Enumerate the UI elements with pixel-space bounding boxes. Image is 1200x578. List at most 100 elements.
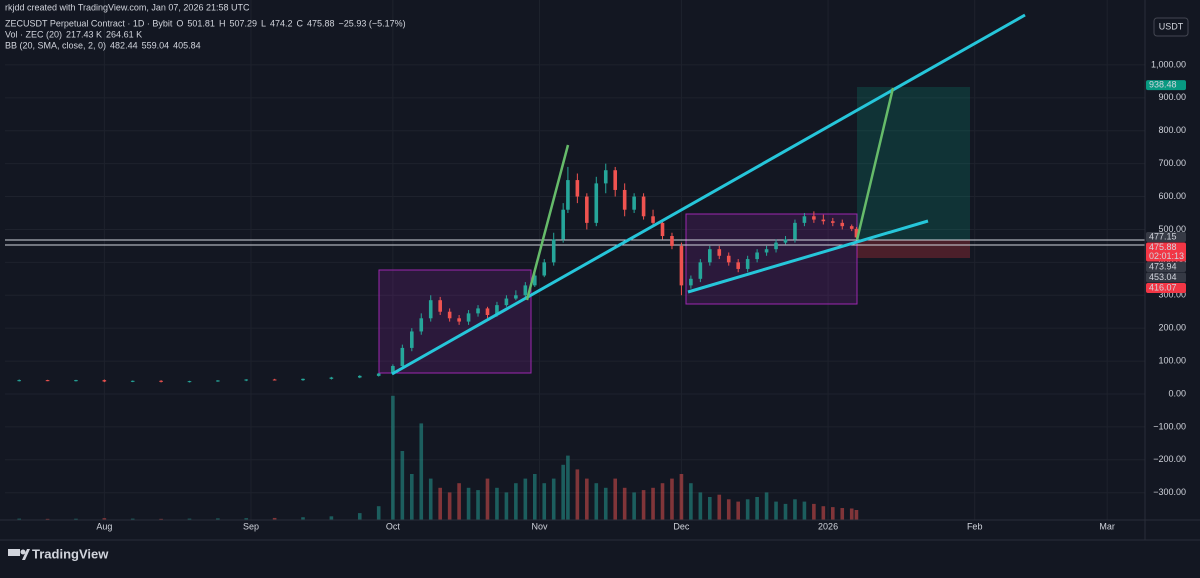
brand-logo (8, 549, 30, 560)
volume-bar (438, 487, 442, 520)
volume-bar (774, 501, 778, 520)
volume-bar (400, 451, 405, 520)
volume-bar (641, 490, 646, 520)
y-tick-label: 900.00 (1158, 92, 1186, 102)
candle-body (244, 379, 249, 381)
candle-body (849, 226, 854, 229)
candle-body (622, 189, 627, 210)
y-tick-label: 400.00 (1158, 257, 1186, 267)
candle-body (457, 318, 461, 322)
candle-body (466, 313, 471, 322)
volume-bar (357, 513, 362, 520)
candle-body (400, 347, 405, 367)
candle-body (821, 219, 826, 222)
candle-body (594, 183, 599, 223)
price-tag (1146, 242, 1186, 262)
volume-bar (74, 518, 78, 520)
x-tick-label: Mar (1099, 521, 1115, 531)
candle-body (447, 311, 452, 319)
legend-text: BB (20, SMA, close, 2, 0) (5, 40, 106, 50)
candle-body (755, 252, 759, 260)
candle-body (504, 298, 509, 306)
volume-bar (594, 483, 599, 520)
volume-bar (376, 506, 381, 520)
volume-bar (689, 483, 693, 520)
x-tick-label: Nov (532, 521, 549, 531)
y-tick-label: −100.00 (1153, 421, 1186, 431)
candle-body (17, 380, 21, 382)
legend-text: 501.81 (187, 18, 215, 28)
candle-body (485, 308, 490, 316)
volume-bar (660, 483, 665, 520)
price-tag-label: 453.04 (1149, 272, 1177, 282)
volume-bar (603, 487, 608, 520)
legend-text: 217.43 K (66, 29, 102, 39)
volume-pane (17, 395, 859, 520)
candle-body (216, 380, 220, 382)
legend-text: 507.29 (229, 18, 257, 28)
volume-bar (102, 518, 107, 520)
volume-bar (755, 497, 759, 520)
axes: 1,000.00 900.00 800.00 700.00 600.00 500.00 40… (96, 59, 1186, 531)
legend-text: −25.93 (−5.17%) (339, 18, 406, 28)
credit: rkjdd created with TradingView.com, Jan … (5, 2, 250, 12)
y-tick-label: 100.00 (1158, 355, 1186, 365)
candle-body (495, 305, 499, 316)
volume-bar (575, 469, 580, 520)
candle-body (708, 249, 712, 263)
volume-bar (585, 478, 589, 520)
grid (5, 0, 1145, 520)
volume-bar (419, 423, 424, 520)
x-tick-label: Feb (967, 521, 983, 531)
legend-text: ZECUSDT Perpetual Contract · 1D · Bybit (5, 18, 173, 28)
candle-body (187, 381, 192, 383)
volume-bar (670, 478, 674, 520)
volume-bar (514, 483, 518, 520)
volume-bar (45, 518, 50, 520)
candle-body (410, 331, 414, 348)
currency-button[interactable] (1153, 17, 1189, 37)
range-box (378, 269, 532, 374)
candle-body (272, 379, 277, 381)
volume-bar (854, 509, 859, 520)
candle-body (391, 366, 395, 374)
y-tick-label: 700.00 (1158, 158, 1186, 168)
legend-text: H (219, 18, 226, 28)
volume-bar (187, 518, 192, 520)
candle-body (438, 300, 442, 312)
projection-line (855, 87, 895, 241)
price-tag-label: 477.15 (1149, 231, 1177, 241)
candle-body (102, 380, 107, 382)
candle-body (603, 170, 608, 184)
price-tag (1146, 261, 1186, 272)
candle-body (476, 308, 480, 314)
volume-bar (717, 494, 722, 520)
volume-bar (329, 516, 334, 520)
candle-body (783, 239, 788, 243)
volume-bar (272, 517, 277, 520)
candle-body (561, 209, 565, 240)
candle-body (726, 255, 731, 263)
y-tick-label: −300.00 (1153, 487, 1186, 497)
volume-bar (708, 497, 712, 520)
price-tag (1146, 272, 1186, 283)
volume-bar (736, 501, 740, 520)
candle-body (613, 170, 618, 190)
candle-body (301, 378, 305, 381)
countdown: 02:01:13 (1149, 251, 1184, 261)
currency-label[interactable]: USDT (1159, 21, 1184, 31)
y-tick-label: 800.00 (1158, 125, 1186, 135)
candle-body (689, 278, 693, 286)
volume-bar (783, 503, 788, 520)
candle-body (329, 377, 334, 379)
candle-body (551, 239, 556, 263)
volume-bar (566, 455, 570, 520)
candle-body (660, 222, 665, 237)
candle-body (523, 285, 528, 296)
x-tick-label: Sep (243, 521, 259, 531)
projection-line (525, 144, 570, 301)
volume-bar (542, 483, 547, 520)
volume-bar (831, 507, 835, 520)
price-tag (1146, 80, 1186, 91)
